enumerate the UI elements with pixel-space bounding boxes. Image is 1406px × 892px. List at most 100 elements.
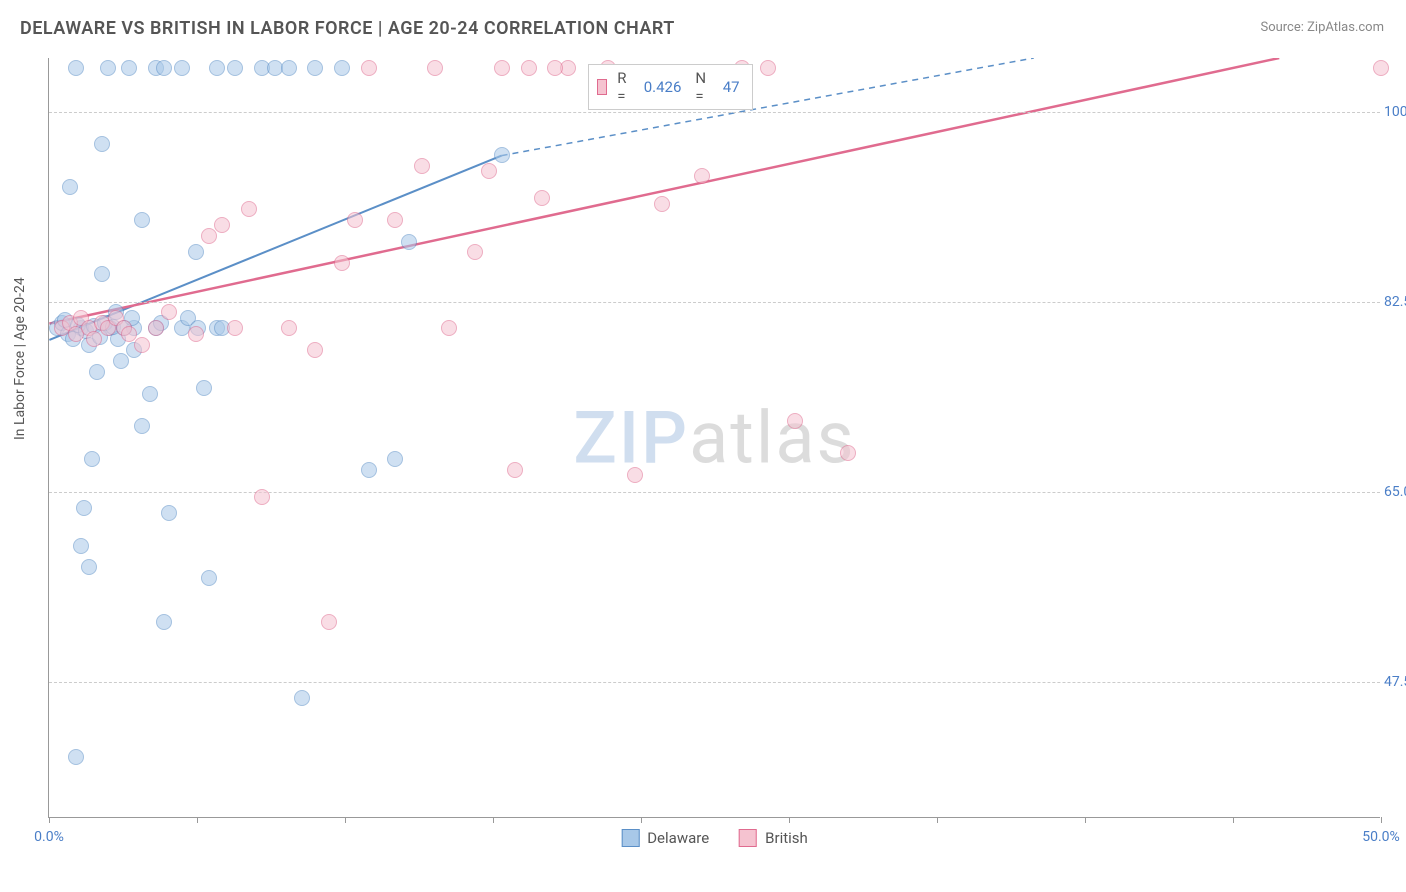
scatter-point xyxy=(547,60,563,76)
legend-label: Delaware xyxy=(647,829,709,847)
stats-r-label: R = xyxy=(617,69,629,105)
scatter-point xyxy=(113,353,129,369)
scatter-point xyxy=(627,467,643,483)
scatter-point xyxy=(161,304,177,320)
source-label: Source: ZipAtlas.com xyxy=(1260,20,1384,35)
x-tick xyxy=(641,817,642,823)
scatter-point xyxy=(100,60,116,76)
scatter-point xyxy=(196,380,212,396)
stats-n-label: N = xyxy=(695,69,708,105)
scatter-point xyxy=(281,60,297,76)
scatter-point xyxy=(201,228,217,244)
scatter-point xyxy=(387,212,403,228)
x-tick xyxy=(789,817,790,823)
scatter-point xyxy=(142,386,158,402)
scatter-point xyxy=(254,489,270,505)
scatter-point xyxy=(73,538,89,554)
scatter-point xyxy=(294,690,310,706)
scatter-point xyxy=(81,559,97,575)
x-tick xyxy=(493,817,494,823)
scatter-point xyxy=(241,201,257,217)
scatter-point xyxy=(174,60,190,76)
scatter-point xyxy=(89,364,105,380)
scatter-point xyxy=(281,320,297,336)
scatter-point xyxy=(840,445,856,461)
plot-area: ZIPatlas 47.5%65.0%82.5%100.0%0.0%50.0%R… xyxy=(48,58,1380,818)
scatter-point xyxy=(307,342,323,358)
y-tick-label: 82.5% xyxy=(1384,294,1406,310)
scatter-point xyxy=(94,266,110,282)
gridline xyxy=(49,302,1380,303)
watermark: ZIPatlas xyxy=(573,395,855,480)
scatter-point xyxy=(361,60,377,76)
scatter-point xyxy=(760,60,776,76)
scatter-point xyxy=(694,168,710,184)
scatter-point xyxy=(68,60,84,76)
gridline xyxy=(49,682,1380,683)
scatter-point xyxy=(94,136,110,152)
scatter-point xyxy=(188,326,204,342)
scatter-point xyxy=(214,217,230,233)
legend-swatch xyxy=(739,829,757,847)
scatter-point xyxy=(787,413,803,429)
scatter-point xyxy=(161,505,177,521)
scatter-point xyxy=(86,331,102,347)
x-tick xyxy=(345,817,346,823)
scatter-point xyxy=(441,320,457,336)
scatter-point xyxy=(148,320,164,336)
scatter-point xyxy=(62,179,78,195)
x-tick-label: 50.0% xyxy=(1362,829,1400,845)
stats-swatch xyxy=(597,79,607,95)
chart-title: DELAWARE VS BRITISH IN LABOR FORCE | AGE… xyxy=(20,18,675,39)
x-tick-label: 0.0% xyxy=(34,829,64,845)
x-tick xyxy=(1381,817,1382,823)
scatter-point xyxy=(121,60,137,76)
scatter-point xyxy=(414,158,430,174)
scatter-point xyxy=(134,337,150,353)
scatter-point xyxy=(494,147,510,163)
trend-lines xyxy=(49,58,1380,817)
scatter-point xyxy=(467,244,483,260)
scatter-point xyxy=(201,570,217,586)
scatter-point xyxy=(387,451,403,467)
scatter-point xyxy=(481,163,497,179)
scatter-point xyxy=(188,244,204,260)
gridline xyxy=(49,492,1380,493)
x-tick xyxy=(1085,817,1086,823)
legend-item: British xyxy=(739,829,808,847)
scatter-point xyxy=(494,60,510,76)
scatter-point xyxy=(227,320,243,336)
x-tick xyxy=(1233,817,1234,823)
scatter-point xyxy=(227,60,243,76)
scatter-point xyxy=(334,60,350,76)
x-tick xyxy=(197,817,198,823)
stats-n-value: 47 xyxy=(723,78,740,96)
stats-row: R = 0.426 N = 47 xyxy=(588,64,753,110)
scatter-point xyxy=(156,614,172,630)
legend-swatch xyxy=(621,829,639,847)
y-tick-label: 47.5% xyxy=(1384,674,1406,690)
x-tick xyxy=(937,817,938,823)
scatter-point xyxy=(427,60,443,76)
scatter-point xyxy=(156,60,172,76)
scatter-point xyxy=(134,418,150,434)
y-axis-label: In Labor Force | Age 20-24 xyxy=(12,277,28,440)
scatter-point xyxy=(334,255,350,271)
stats-r-value: 0.426 xyxy=(644,78,682,96)
scatter-point xyxy=(321,614,337,630)
scatter-point xyxy=(507,462,523,478)
watermark-part2: atlas xyxy=(689,395,856,480)
legend-label: British xyxy=(765,829,808,847)
x-tick xyxy=(49,817,50,823)
scatter-point xyxy=(654,196,670,212)
scatter-point xyxy=(534,190,550,206)
scatter-point xyxy=(1373,60,1389,76)
scatter-point xyxy=(347,212,363,228)
legend-item: Delaware xyxy=(621,829,709,847)
scatter-point xyxy=(209,60,225,76)
y-tick-label: 65.0% xyxy=(1384,484,1406,500)
scatter-point xyxy=(307,60,323,76)
legend: Delaware British xyxy=(621,829,808,847)
scatter-point xyxy=(134,212,150,228)
scatter-point xyxy=(84,451,100,467)
